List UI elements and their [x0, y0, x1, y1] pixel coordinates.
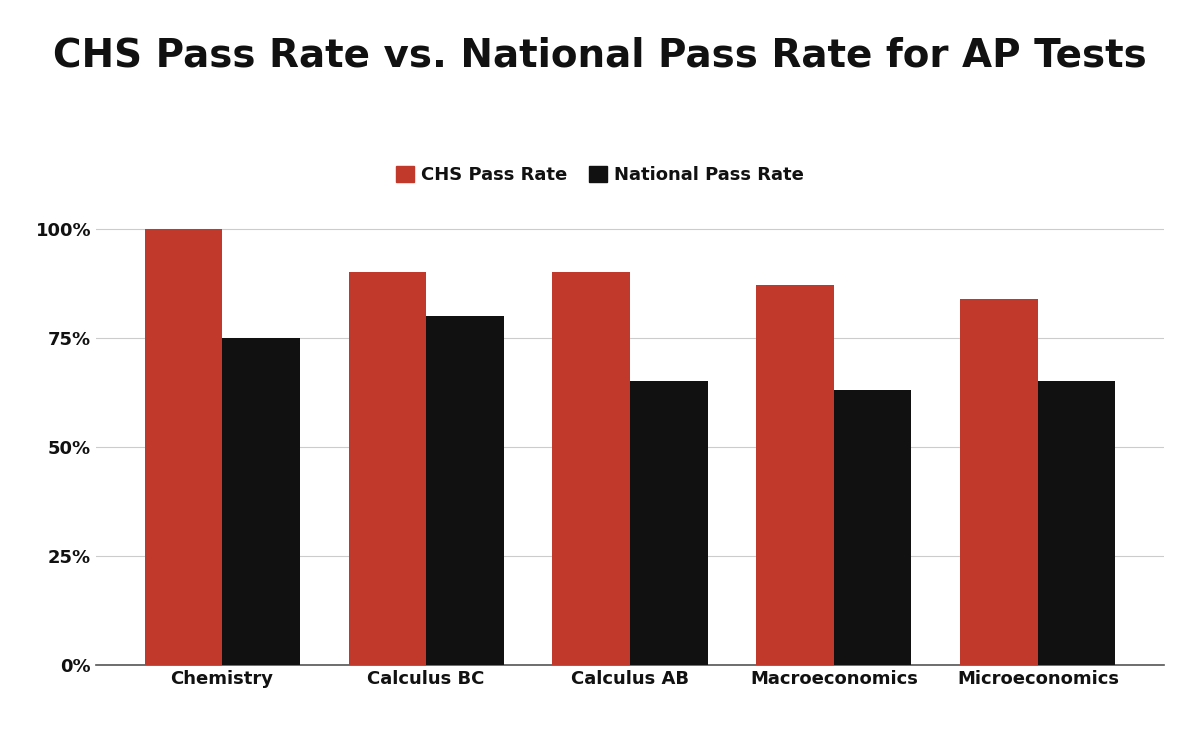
Bar: [1038, 381, 1116, 665]
Bar: [426, 316, 504, 665]
Bar: [630, 381, 708, 665]
Bar: [756, 285, 834, 665]
Bar: [348, 273, 426, 665]
Legend: CHS Pass Rate, National Pass Rate: CHS Pass Rate, National Pass Rate: [386, 157, 814, 193]
Bar: [552, 273, 630, 665]
Bar: [222, 338, 300, 665]
Bar: [834, 390, 912, 665]
Bar: [144, 229, 222, 665]
Text: CHS Pass Rate vs. National Pass Rate for AP Tests: CHS Pass Rate vs. National Pass Rate for…: [53, 37, 1147, 75]
Bar: [960, 299, 1038, 665]
